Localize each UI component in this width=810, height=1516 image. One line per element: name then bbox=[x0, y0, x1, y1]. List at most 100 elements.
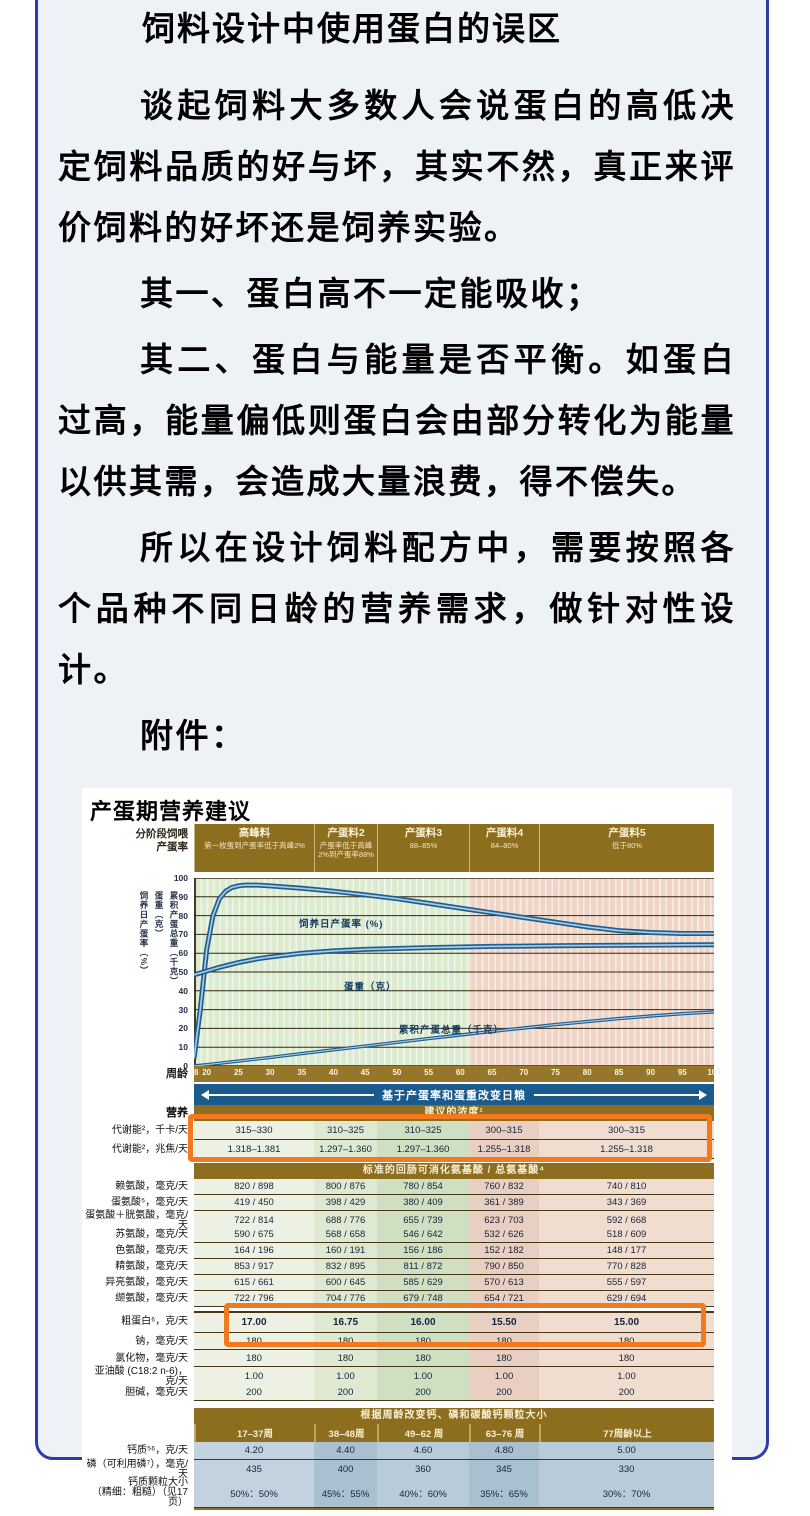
table-cell: 832 / 895 bbox=[314, 1259, 377, 1275]
table-row-crude-protein: 粗蛋白⁶，克/天 17.00 16.75 16.00 15.50 15.00 bbox=[82, 1311, 732, 1333]
table-cell: 435 bbox=[194, 1460, 314, 1480]
table-cell: 1.297–1.360 bbox=[314, 1140, 377, 1159]
x-tick-label: 50 bbox=[392, 1068, 402, 1077]
curve-0-inner bbox=[194, 884, 714, 1059]
paragraph: 所以在设计饲料配方中，需要按照各个品种不同日龄的营养需求，做针对性设计。 bbox=[58, 529, 736, 688]
table-cell: 180 bbox=[469, 1333, 539, 1350]
table-cell: 180 bbox=[377, 1333, 469, 1350]
diet-band-spacer bbox=[82, 1084, 194, 1105]
table-cell: 1.255–1.318 bbox=[469, 1140, 539, 1159]
y-axis-title-rate: 饲养日产蛋率（%） bbox=[139, 891, 149, 976]
row-label: 亚油酸 (C18:2 n-6)，克/天 bbox=[94, 1366, 188, 1387]
row-label: 缬氨酸，毫克/天 bbox=[115, 1293, 188, 1304]
table-cell: 200 bbox=[539, 1384, 714, 1401]
table-cell: 152 / 182 bbox=[469, 1243, 539, 1259]
x-axis-label: 周龄 bbox=[166, 1068, 188, 1080]
table-row-valine: 缬氨酸，毫克/天 722 / 796 704 / 776 679 / 748 6… bbox=[82, 1291, 732, 1307]
table-row-particle-size: 钙质颗粒大小 （精细：粗糙）（见17页） 50%：50% 45%：55% 40%… bbox=[82, 1477, 732, 1508]
table-cell: 570 / 613 bbox=[469, 1275, 539, 1291]
table-cell: 180 bbox=[539, 1350, 714, 1367]
table-cell: 330 bbox=[539, 1460, 714, 1480]
table-row-met-cys: 蛋氨酸＋胱氨酸，毫克/天 722 / 814 688 / 776 655 / 7… bbox=[82, 1211, 732, 1231]
stage-column-2: 产蛋料2 产蛋率低于高峰2%到产蛋率88% bbox=[314, 824, 377, 872]
x-tick-label: 55 bbox=[424, 1068, 434, 1077]
y-tick-label: 0 bbox=[183, 1061, 188, 1071]
calcium-header-row: 根据周龄改变钙、磷和碳酸钙颗粒大小 bbox=[82, 1408, 732, 1424]
stage-column-3: 产蛋料3 88–85% bbox=[377, 824, 469, 872]
table-cell: 148 / 177 bbox=[539, 1243, 714, 1259]
y-tick-label: 20 bbox=[178, 1023, 188, 1034]
table-row-calcium: 钙质⁵⁶，克/天 4.20 4.40 4.60 4.80 5.00 bbox=[82, 1442, 732, 1460]
table-row-tryptophan: 色氨酸，毫克/天 164 / 196 160 / 191 156 / 186 1… bbox=[82, 1243, 732, 1259]
x-tick-label: 75 bbox=[551, 1068, 560, 1077]
diet-band: 基于产蛋率和蛋重改变日粮 bbox=[194, 1084, 714, 1105]
y-axis-title-cumulative: 累积产蛋总重（千克） bbox=[169, 891, 179, 986]
x-axis-band: 18 20 25 30 35 40 45 50 55 60 65 70 75 80 85 90 95 100 bbox=[190, 1066, 721, 1082]
y-axis-title-eggweight: 蛋重（克） bbox=[154, 891, 164, 939]
table-cell: 532 / 626 bbox=[469, 1227, 539, 1243]
attachment-label: 附件： bbox=[140, 717, 247, 754]
table-cell: 1.297–1.360 bbox=[377, 1140, 469, 1159]
y-tick-label: 90 bbox=[178, 891, 188, 902]
table-cell: 310–325 bbox=[377, 1121, 469, 1140]
table-cell: 740 / 810 bbox=[539, 1179, 714, 1195]
row-label-line1: 钙质颗粒大小 bbox=[128, 1477, 188, 1488]
table-cell: 180 bbox=[314, 1350, 377, 1367]
stage-column-peak: 高峰料 第一枚蛋到产蛋率低于高峰2% bbox=[194, 824, 314, 872]
table-row-lysine: 赖氨酸，毫克/天 820 / 898 800 / 876 780 / 854 7… bbox=[82, 1179, 732, 1195]
article-body: 饲料设计中使用蛋白的误区 谈起饲料大多数人会说蛋白的高低决定饲料品质的好与坏，其… bbox=[38, 0, 766, 766]
table-cell: 398 / 429 bbox=[314, 1195, 377, 1211]
diet-band-text: 基于产蛋率和蛋重改变日粮 bbox=[382, 1089, 526, 1102]
concentration-header: 建议的浓度¹ bbox=[194, 1105, 714, 1121]
table-cell: 200 bbox=[194, 1384, 314, 1401]
x-tick-label: 65 bbox=[487, 1068, 497, 1077]
stage-axis-label-line1: 分阶段饲喂 bbox=[135, 828, 189, 840]
table-cell: 45%：55% bbox=[314, 1478, 377, 1508]
arrow-right-icon bbox=[534, 1089, 707, 1100]
table-cell: 345 bbox=[469, 1460, 539, 1480]
concentration-header-row: 营养 建议的浓度¹ bbox=[82, 1105, 732, 1121]
table-cell: 160 / 191 bbox=[314, 1243, 377, 1259]
table-cell: 361 / 389 bbox=[469, 1195, 539, 1211]
x-tick-label: 18 bbox=[189, 1068, 199, 1077]
table-cell: 555 / 597 bbox=[539, 1275, 714, 1291]
y-tick-label: 50 bbox=[178, 967, 188, 977]
table-cell: 360 bbox=[377, 1460, 469, 1480]
row-label: 磷（可利用磷⁷），毫克/天 bbox=[86, 1459, 188, 1480]
y-tick-label: 10 bbox=[178, 1042, 188, 1053]
table-cell: 16.75 bbox=[314, 1311, 377, 1333]
y-tick-label: 80 bbox=[178, 910, 188, 921]
arrow-left-icon bbox=[201, 1089, 374, 1100]
table-cell: 4.80 bbox=[469, 1442, 539, 1460]
week-columns-spacer bbox=[82, 1424, 194, 1442]
table-row-sodium: 钠，毫克/天 180 180 180 180 180 bbox=[82, 1333, 732, 1350]
row-label: 色氨酸，毫克/天 bbox=[115, 1245, 188, 1256]
table-row-isoleucine: 异亮氨酸，毫克/天 615 / 661 600 / 645 585 / 629 … bbox=[82, 1275, 732, 1291]
nutrition-chart: 产蛋期营养建议 分阶段饲喂 产蛋率 高峰料 第一枚蛋到产蛋率低于高峰2% 产蛋料… bbox=[82, 788, 732, 1514]
calcium-header-spacer bbox=[82, 1408, 194, 1424]
table-cell: 180 bbox=[377, 1350, 469, 1367]
table-cell: 180 bbox=[314, 1333, 377, 1350]
y-tick-label: 40 bbox=[178, 985, 188, 996]
x-tick-label: 90 bbox=[646, 1068, 656, 1077]
table-cell: 380 / 409 bbox=[377, 1195, 469, 1211]
table-cell: 4.60 bbox=[377, 1442, 469, 1460]
table-cell: 853 / 917 bbox=[194, 1259, 314, 1275]
table-cell: 615 / 661 bbox=[194, 1275, 314, 1291]
table-cell: 200 bbox=[469, 1384, 539, 1401]
row-label: 苏氨酸，毫克/天 bbox=[115, 1229, 188, 1240]
week-column-header: 17–37周 bbox=[194, 1424, 314, 1442]
y-axis-ticks: 0 10 20 30 40 50 60 70 80 90 100 bbox=[166, 873, 190, 1071]
table-cell: 590 / 675 bbox=[194, 1227, 314, 1243]
x-tick-label: 80 bbox=[582, 1068, 592, 1077]
table-cell: 546 / 642 bbox=[377, 1227, 469, 1243]
table-row-me-mj: 代谢能²，兆焦/天 1.318–1.381 1.297–1.360 1.297–… bbox=[82, 1140, 732, 1159]
plot-area: 饲养日产蛋率 (%) 蛋重（克） 累积产蛋总重（千克） bbox=[194, 878, 714, 1066]
x-tick-label: 60 bbox=[455, 1068, 465, 1077]
table-cell: 790 / 850 bbox=[469, 1259, 539, 1275]
table-cell: 654 / 721 bbox=[469, 1291, 539, 1307]
y-axis-title: 饲养日产蛋率（%） 蛋重（克） 累积产蛋总重（千克） bbox=[138, 891, 180, 1041]
table-row-chloride: 氯化物，毫克/天 180 180 180 180 180 bbox=[82, 1350, 732, 1367]
table-cell: 300–315 bbox=[469, 1121, 539, 1140]
table-cell: 760 / 832 bbox=[469, 1179, 539, 1195]
